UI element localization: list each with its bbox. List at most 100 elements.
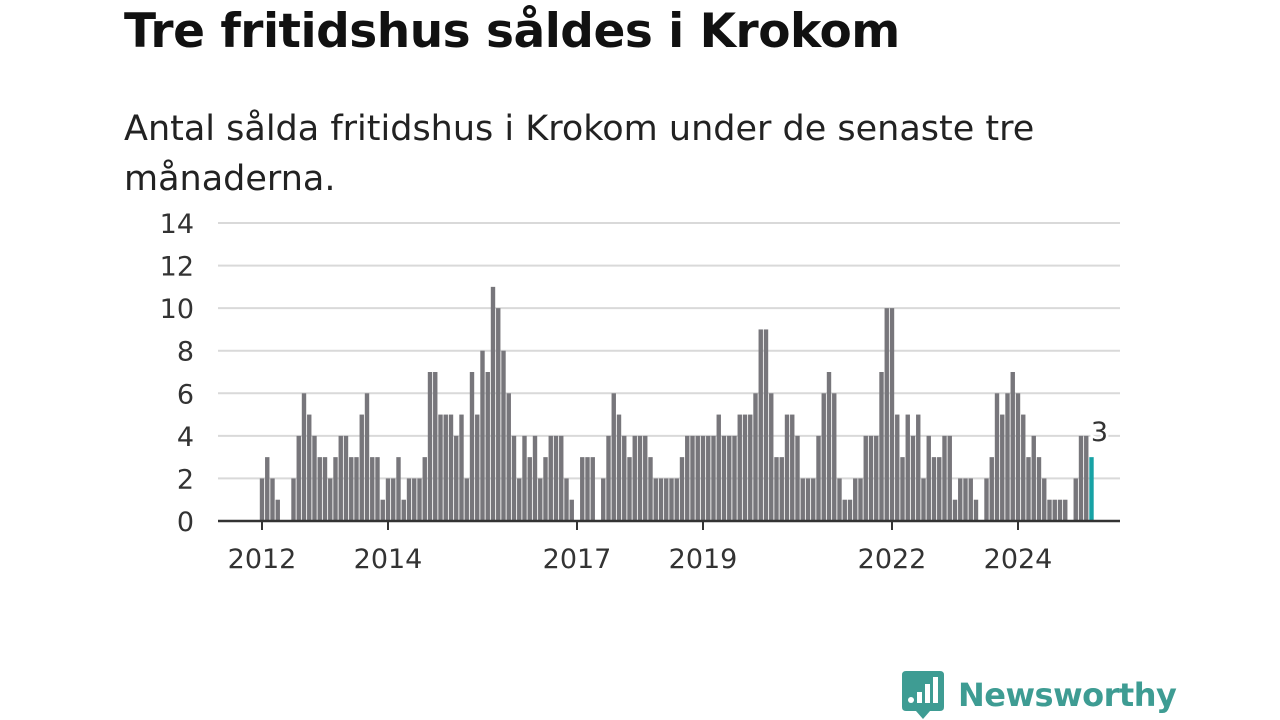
bar [1063,499,1068,521]
bar [874,435,879,521]
y-tick-label: 14 [160,209,194,240]
bar [622,435,627,521]
y-tick-label: 2 [177,464,194,495]
bar [716,414,721,521]
bar [748,414,753,521]
chart-subtitle: Antal sålda fritidshus i Krokom under de… [124,109,1035,199]
bar [732,435,737,521]
bar [674,478,679,521]
bar [322,457,328,521]
bar [343,435,349,521]
bar [464,478,469,521]
bar [585,457,590,521]
bar [307,414,312,521]
bar [391,478,396,521]
bar-highlight [1089,457,1094,521]
bar [1047,499,1052,521]
bar [317,457,322,521]
bar [1026,457,1031,521]
bar [380,499,385,521]
bar [968,478,973,521]
bar [396,457,401,521]
bar [496,308,501,521]
bar [984,478,989,521]
x-tick-label: 2017 [543,544,612,575]
bar [658,478,664,521]
bar [706,435,711,521]
bar [779,457,784,521]
bar [553,435,559,521]
bar [805,478,811,521]
bar [333,457,338,521]
bar [412,478,417,521]
bar [774,457,779,521]
y-tick-label: 0 [177,507,194,538]
bar [354,457,359,521]
bar [270,478,275,521]
bar [700,435,706,521]
bar [564,478,569,521]
bar [312,435,317,521]
bar [385,478,391,521]
bar [548,435,553,521]
bar [627,457,632,521]
bar [443,414,448,521]
bar [475,414,480,521]
bar [433,372,438,521]
bar [868,435,874,521]
bar [826,372,832,521]
bar [590,457,595,521]
bar [469,372,475,521]
bar [711,435,716,521]
bar [1084,435,1089,521]
bar [349,457,354,521]
bar [690,435,695,521]
bar-layer [259,286,1094,521]
bar [448,414,454,521]
bar [1031,435,1036,521]
bar [616,414,622,521]
bar [721,435,727,521]
bar [847,499,853,521]
bar [832,393,837,521]
y-axis-ticks: 0 2 4 6 8 10 12 14 [160,209,194,538]
bar [511,435,517,521]
bar [517,478,522,521]
bar [884,308,889,521]
bar [753,393,758,521]
bar [937,457,942,521]
bar [653,478,658,521]
bar [853,478,858,521]
bar [858,478,863,521]
bar [926,435,931,521]
bar [580,457,585,521]
bar [406,478,412,521]
bar [485,372,490,521]
bar [459,414,464,521]
bar [685,435,690,521]
bar [921,478,926,521]
bar [538,478,543,521]
bar [359,414,364,521]
bar [1078,435,1084,521]
highlight-value-label: 3 [1091,417,1108,448]
bar [795,435,800,521]
bar [784,414,790,521]
bar [1000,414,1005,521]
bar [1036,457,1042,521]
x-tick-label: 2024 [984,544,1053,575]
bar [1057,499,1063,521]
bar [559,435,564,521]
bar [643,435,648,521]
bar [800,478,805,521]
bar [931,457,937,521]
bar [401,499,406,521]
y-tick-label: 6 [177,379,194,410]
bar [328,478,333,521]
bar [522,435,527,521]
bar [611,393,616,521]
bar [632,435,637,521]
bar [265,457,270,521]
bar [758,329,763,521]
